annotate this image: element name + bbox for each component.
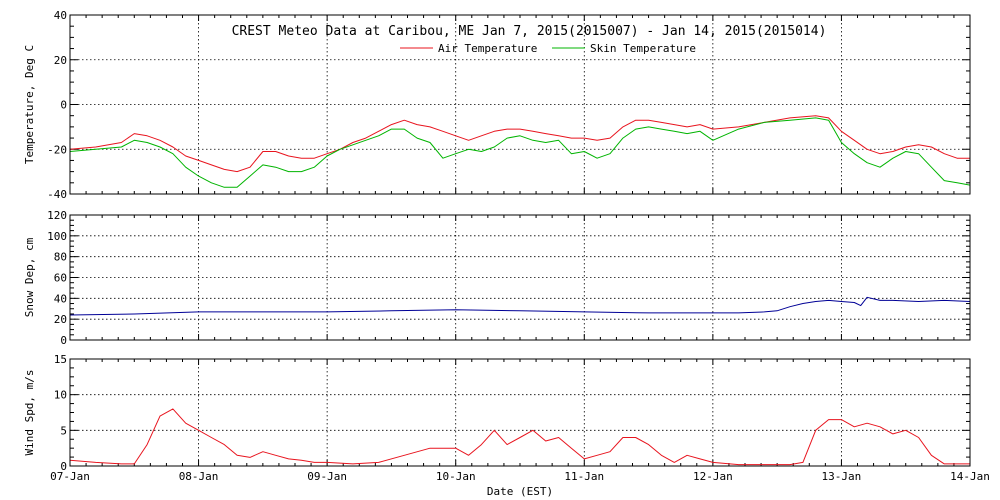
y-tick-label: 80 [54, 251, 67, 264]
x-tick-label: 13-Jan [822, 470, 862, 483]
y-tick-label: 40 [54, 9, 67, 22]
y-tick-label: 5 [60, 424, 67, 437]
panel-3: 0 5 10 15 Wind Spd, m/s 07-Jan 08-Jan 09-Jan 10-… [23, 353, 990, 483]
x-tick-label: 11-Jan [564, 470, 604, 483]
x-tick-label: 07-Jan [50, 470, 90, 483]
y-tick-label: 100 [47, 230, 67, 243]
y-axis-title: Temperature, Deg C [23, 45, 36, 164]
plot-frame [69, 358, 971, 467]
series-line-skin-temperature [69, 117, 971, 188]
chart-panels: -40 -20 0 20 40 Temperature, Deg C 0 20 40 60 80 10… [23, 9, 990, 483]
y-tick-label: 20 [54, 54, 67, 67]
x-tick-label: 14-Jan [950, 470, 990, 483]
y-tick-label: 20 [54, 313, 67, 326]
legend-label: Skin Temperature [590, 42, 696, 55]
plot-frame [69, 214, 971, 341]
chart-title: CREST Meteo Data at Caribou, ME Jan 7, 2… [232, 24, 827, 39]
y-tick-label: 10 [54, 389, 67, 402]
y-tick-label: 0 [60, 334, 67, 347]
y-axis-title: Snow Dep, cm [23, 237, 36, 317]
panel-2: 0 20 40 60 80 100 120 Snow Dep, cm [23, 209, 971, 347]
panel-1: -40 -20 0 20 40 Temperature, Deg C [23, 9, 971, 201]
series-line-air-temperature [69, 115, 970, 173]
x-tick-label: 10-Jan [436, 470, 476, 483]
y-tick-label: 40 [54, 292, 67, 305]
legend-label: Air Temperature [438, 42, 537, 55]
y-tick-label: 15 [54, 353, 67, 366]
chart-legend: Air Temperature Skin Temperature [400, 42, 696, 55]
x-tick-label: 09-Jan [307, 470, 347, 483]
y-tick-label: 60 [54, 272, 67, 285]
y-tick-label: -20 [47, 143, 67, 156]
y-tick-label: 0 [60, 460, 67, 473]
series-line-panel-2-series [69, 296, 971, 316]
x-axis-title: Date (EST) [487, 485, 553, 498]
x-tick-label: 08-Jan [179, 470, 219, 483]
y-axis-title: Wind Spd, m/s [23, 369, 36, 455]
series-line-panel-3-series [69, 408, 970, 466]
y-tick-label: 120 [47, 209, 67, 222]
x-tick-label: 12-Jan [693, 470, 733, 483]
y-tick-label: -40 [47, 188, 67, 201]
plot-frame [69, 14, 971, 195]
y-tick-label: 0 [60, 99, 67, 112]
